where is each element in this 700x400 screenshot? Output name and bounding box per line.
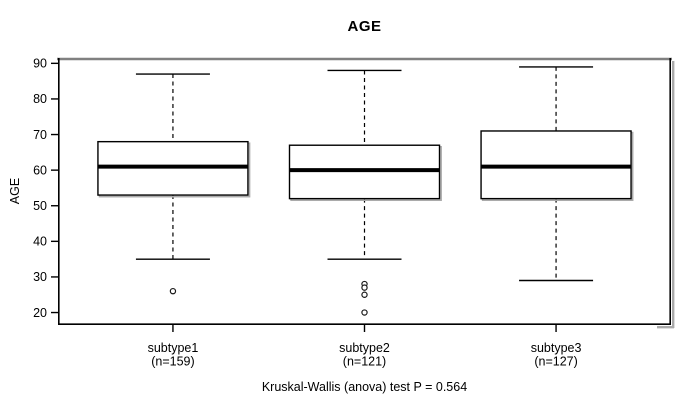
stat-test-caption: Kruskal-Wallis (anova) test P = 0.564 xyxy=(261,380,468,394)
outlier-point xyxy=(169,287,177,295)
boxplot-group-subtype2: subtype2(n=121) xyxy=(288,69,442,369)
y-tick-label: 80 xyxy=(33,92,47,106)
outlier-point xyxy=(361,309,368,316)
boxplot-group-subtype3: subtype3(n=127) xyxy=(480,66,634,369)
y-tick-label: 40 xyxy=(33,235,47,249)
chart-title: AGE xyxy=(347,18,382,35)
x-sublabel: (n=159) xyxy=(151,355,194,369)
x-label: subtype3 xyxy=(531,341,582,355)
y-tick-label: 50 xyxy=(33,199,47,213)
x-label: subtype1 xyxy=(148,341,199,355)
x-sublabel: (n=127) xyxy=(534,355,577,369)
boxplot-group-subtype1: subtype1(n=159) xyxy=(97,73,251,369)
y-tick-label: 70 xyxy=(33,128,47,142)
outlier-point xyxy=(361,291,368,298)
y-tick-label: 20 xyxy=(33,306,47,320)
y-tick-label: 90 xyxy=(33,57,47,71)
x-sublabel: (n=121) xyxy=(343,355,386,369)
outlier-point xyxy=(361,284,368,291)
x-label: subtype2 xyxy=(339,341,390,355)
y-tick-label: 30 xyxy=(33,270,47,284)
y-tick-label: 60 xyxy=(33,163,47,177)
